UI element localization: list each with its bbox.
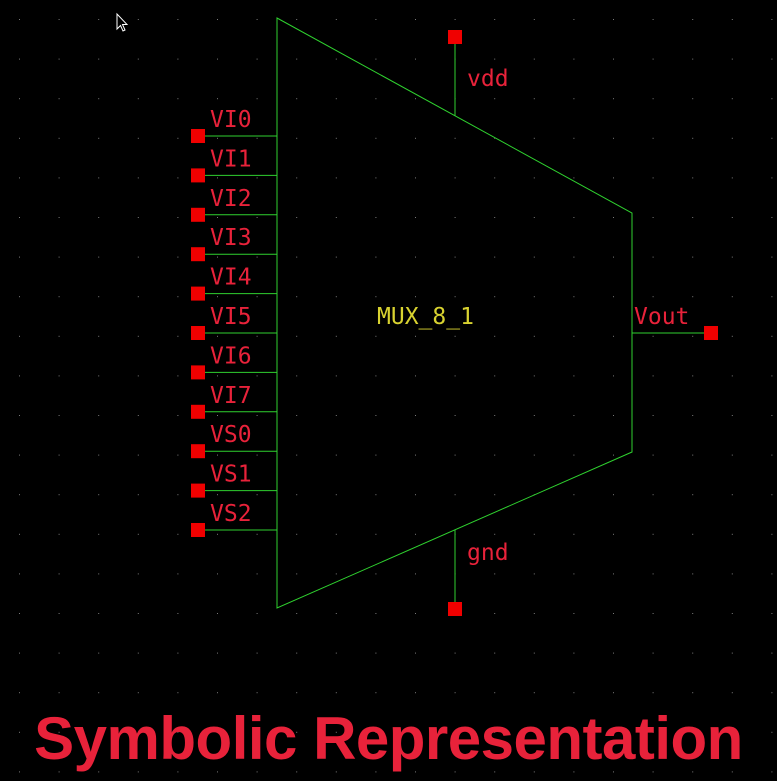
- gnd-pin[interactable]: gnd: [448, 530, 509, 616]
- input-pin-label: VI5: [210, 304, 252, 330]
- cell-name: MUX_8_1: [377, 304, 474, 330]
- vdd-label: vdd: [467, 66, 509, 92]
- gnd-label: gnd: [467, 540, 509, 566]
- input-pin-square[interactable]: [191, 365, 205, 380]
- input-pin-vi0[interactable]: VI0: [191, 107, 277, 143]
- grid-dots: [19, 19, 773, 773]
- input-pin-label: VI1: [210, 146, 252, 172]
- input-pin-label: VI6: [210, 343, 252, 369]
- input-pin-vs2[interactable]: VS2: [191, 501, 277, 537]
- caption: Symbolic Representation: [34, 705, 743, 772]
- input-pin-label: VI7: [210, 383, 252, 409]
- input-pin-square[interactable]: [191, 247, 205, 262]
- input-pins: VI0 VI1 VI2 VI3 VI4 VI5 VI6 VI7 VS0 VS1 VS2: [191, 107, 277, 537]
- vout-pin-square[interactable]: [704, 326, 718, 340]
- input-pin-square[interactable]: [191, 168, 205, 183]
- input-pin-vi1[interactable]: VI1: [191, 146, 277, 183]
- input-pin-square[interactable]: [191, 523, 205, 537]
- input-pin-square[interactable]: [191, 286, 205, 301]
- gnd-pin-square[interactable]: [448, 602, 462, 616]
- input-pin-vi3[interactable]: VI3: [191, 225, 277, 262]
- arrow-cursor-icon: [116, 12, 129, 32]
- input-pin-vi2[interactable]: VI2: [191, 186, 277, 222]
- input-pin-square[interactable]: [191, 129, 205, 143]
- input-pin-vi7[interactable]: VI7: [191, 383, 277, 419]
- input-pin-vs1[interactable]: VS1: [191, 462, 277, 498]
- input-pin-label: VS1: [210, 462, 252, 488]
- input-pin-vs0[interactable]: VS0: [191, 422, 277, 459]
- input-pin-label: VI4: [210, 265, 252, 291]
- vdd-pin[interactable]: vdd: [448, 30, 509, 116]
- vout-pin[interactable]: Vout: [632, 304, 718, 340]
- input-pin-square[interactable]: [191, 326, 205, 340]
- input-pin-square[interactable]: [191, 483, 205, 498]
- input-pin-label: VI0: [210, 107, 252, 133]
- input-pin-label: VI3: [210, 225, 252, 251]
- vdd-pin-square[interactable]: [448, 30, 462, 44]
- vout-label: Vout: [634, 304, 689, 330]
- input-pin-square[interactable]: [191, 444, 205, 459]
- input-pin-vi4[interactable]: VI4: [191, 265, 277, 301]
- input-pin-label: VI2: [210, 186, 252, 212]
- input-pin-vi6[interactable]: VI6: [191, 343, 277, 380]
- input-pin-square[interactable]: [191, 404, 205, 419]
- input-pin-square[interactable]: [191, 207, 205, 222]
- input-pin-label: VS0: [210, 422, 252, 448]
- input-pin-label: VS2: [210, 501, 252, 527]
- input-pin-vi5[interactable]: VI5: [191, 304, 277, 340]
